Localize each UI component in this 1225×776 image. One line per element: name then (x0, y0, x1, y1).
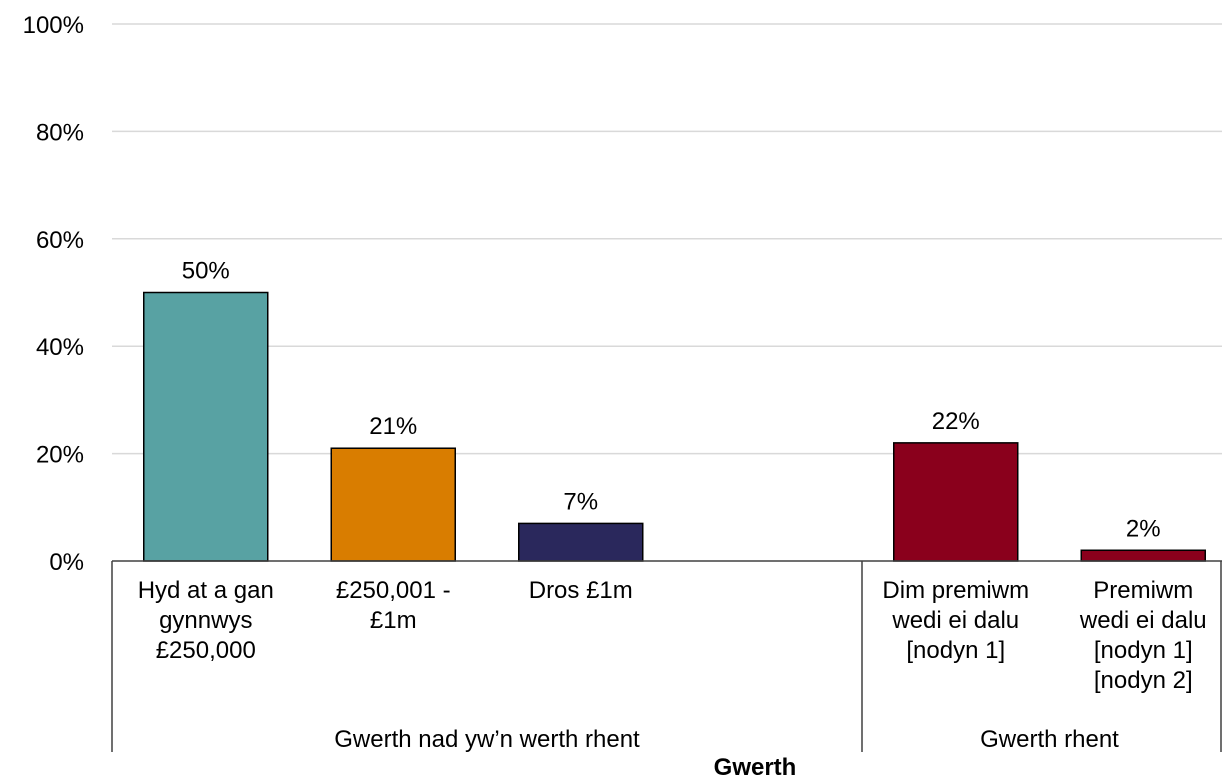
bar (143, 291, 269, 562)
category-label: £1m (370, 607, 417, 634)
y-tick-label: 20% (36, 442, 84, 469)
category-labels: Hyd at a gan gynnwys £250,000 £250,001 - £1m… (138, 577, 1207, 694)
category-label: Premiwm (1093, 577, 1193, 604)
bar (893, 442, 1019, 562)
gridlines (112, 23, 1222, 455)
x-axis (111, 560, 1222, 752)
category-label: [nodyn 1] (906, 637, 1005, 664)
category-label: Hyd at a gan (138, 577, 274, 604)
bars (143, 291, 1206, 562)
y-tick-label: 80% (36, 119, 84, 146)
category-label: wedi ei dalu (891, 607, 1019, 634)
x-axis-title: Gwerth (714, 754, 797, 776)
category-label: £250,001 - (336, 577, 451, 604)
group-labels: Gwerth nad yw’n werth rhent Gwerth rhent (334, 726, 1119, 753)
category-label: [nodyn 2] (1094, 667, 1193, 694)
category-label: £250,000 (156, 637, 256, 664)
y-axis-ticks: 0% 20% 40% 60% 80% 100% (23, 12, 84, 576)
data-label: 50% (182, 258, 230, 285)
data-label: 22% (932, 408, 980, 435)
data-label: 7% (563, 488, 598, 515)
y-tick-label: 60% (36, 227, 84, 254)
bar (518, 522, 644, 562)
bar (1080, 549, 1206, 562)
group-label: Gwerth rhent (980, 726, 1119, 753)
y-tick-label: 40% (36, 334, 84, 361)
category-label: wedi ei dalu (1079, 607, 1207, 634)
y-tick-label: 0% (49, 549, 84, 576)
data-labels: 50% 21% 7% 22% 2% (182, 258, 1161, 543)
category-label: gynnwys (159, 607, 252, 634)
data-label: 21% (369, 413, 417, 440)
group-label: Gwerth nad yw’n werth rhent (334, 726, 640, 753)
category-label: Dim premiwm (882, 577, 1029, 604)
data-label: 2% (1126, 515, 1161, 542)
category-label: [nodyn 1] (1094, 637, 1193, 664)
bar (330, 447, 456, 562)
y-tick-label: 100% (23, 12, 84, 39)
category-label: Dros £1m (529, 577, 633, 604)
